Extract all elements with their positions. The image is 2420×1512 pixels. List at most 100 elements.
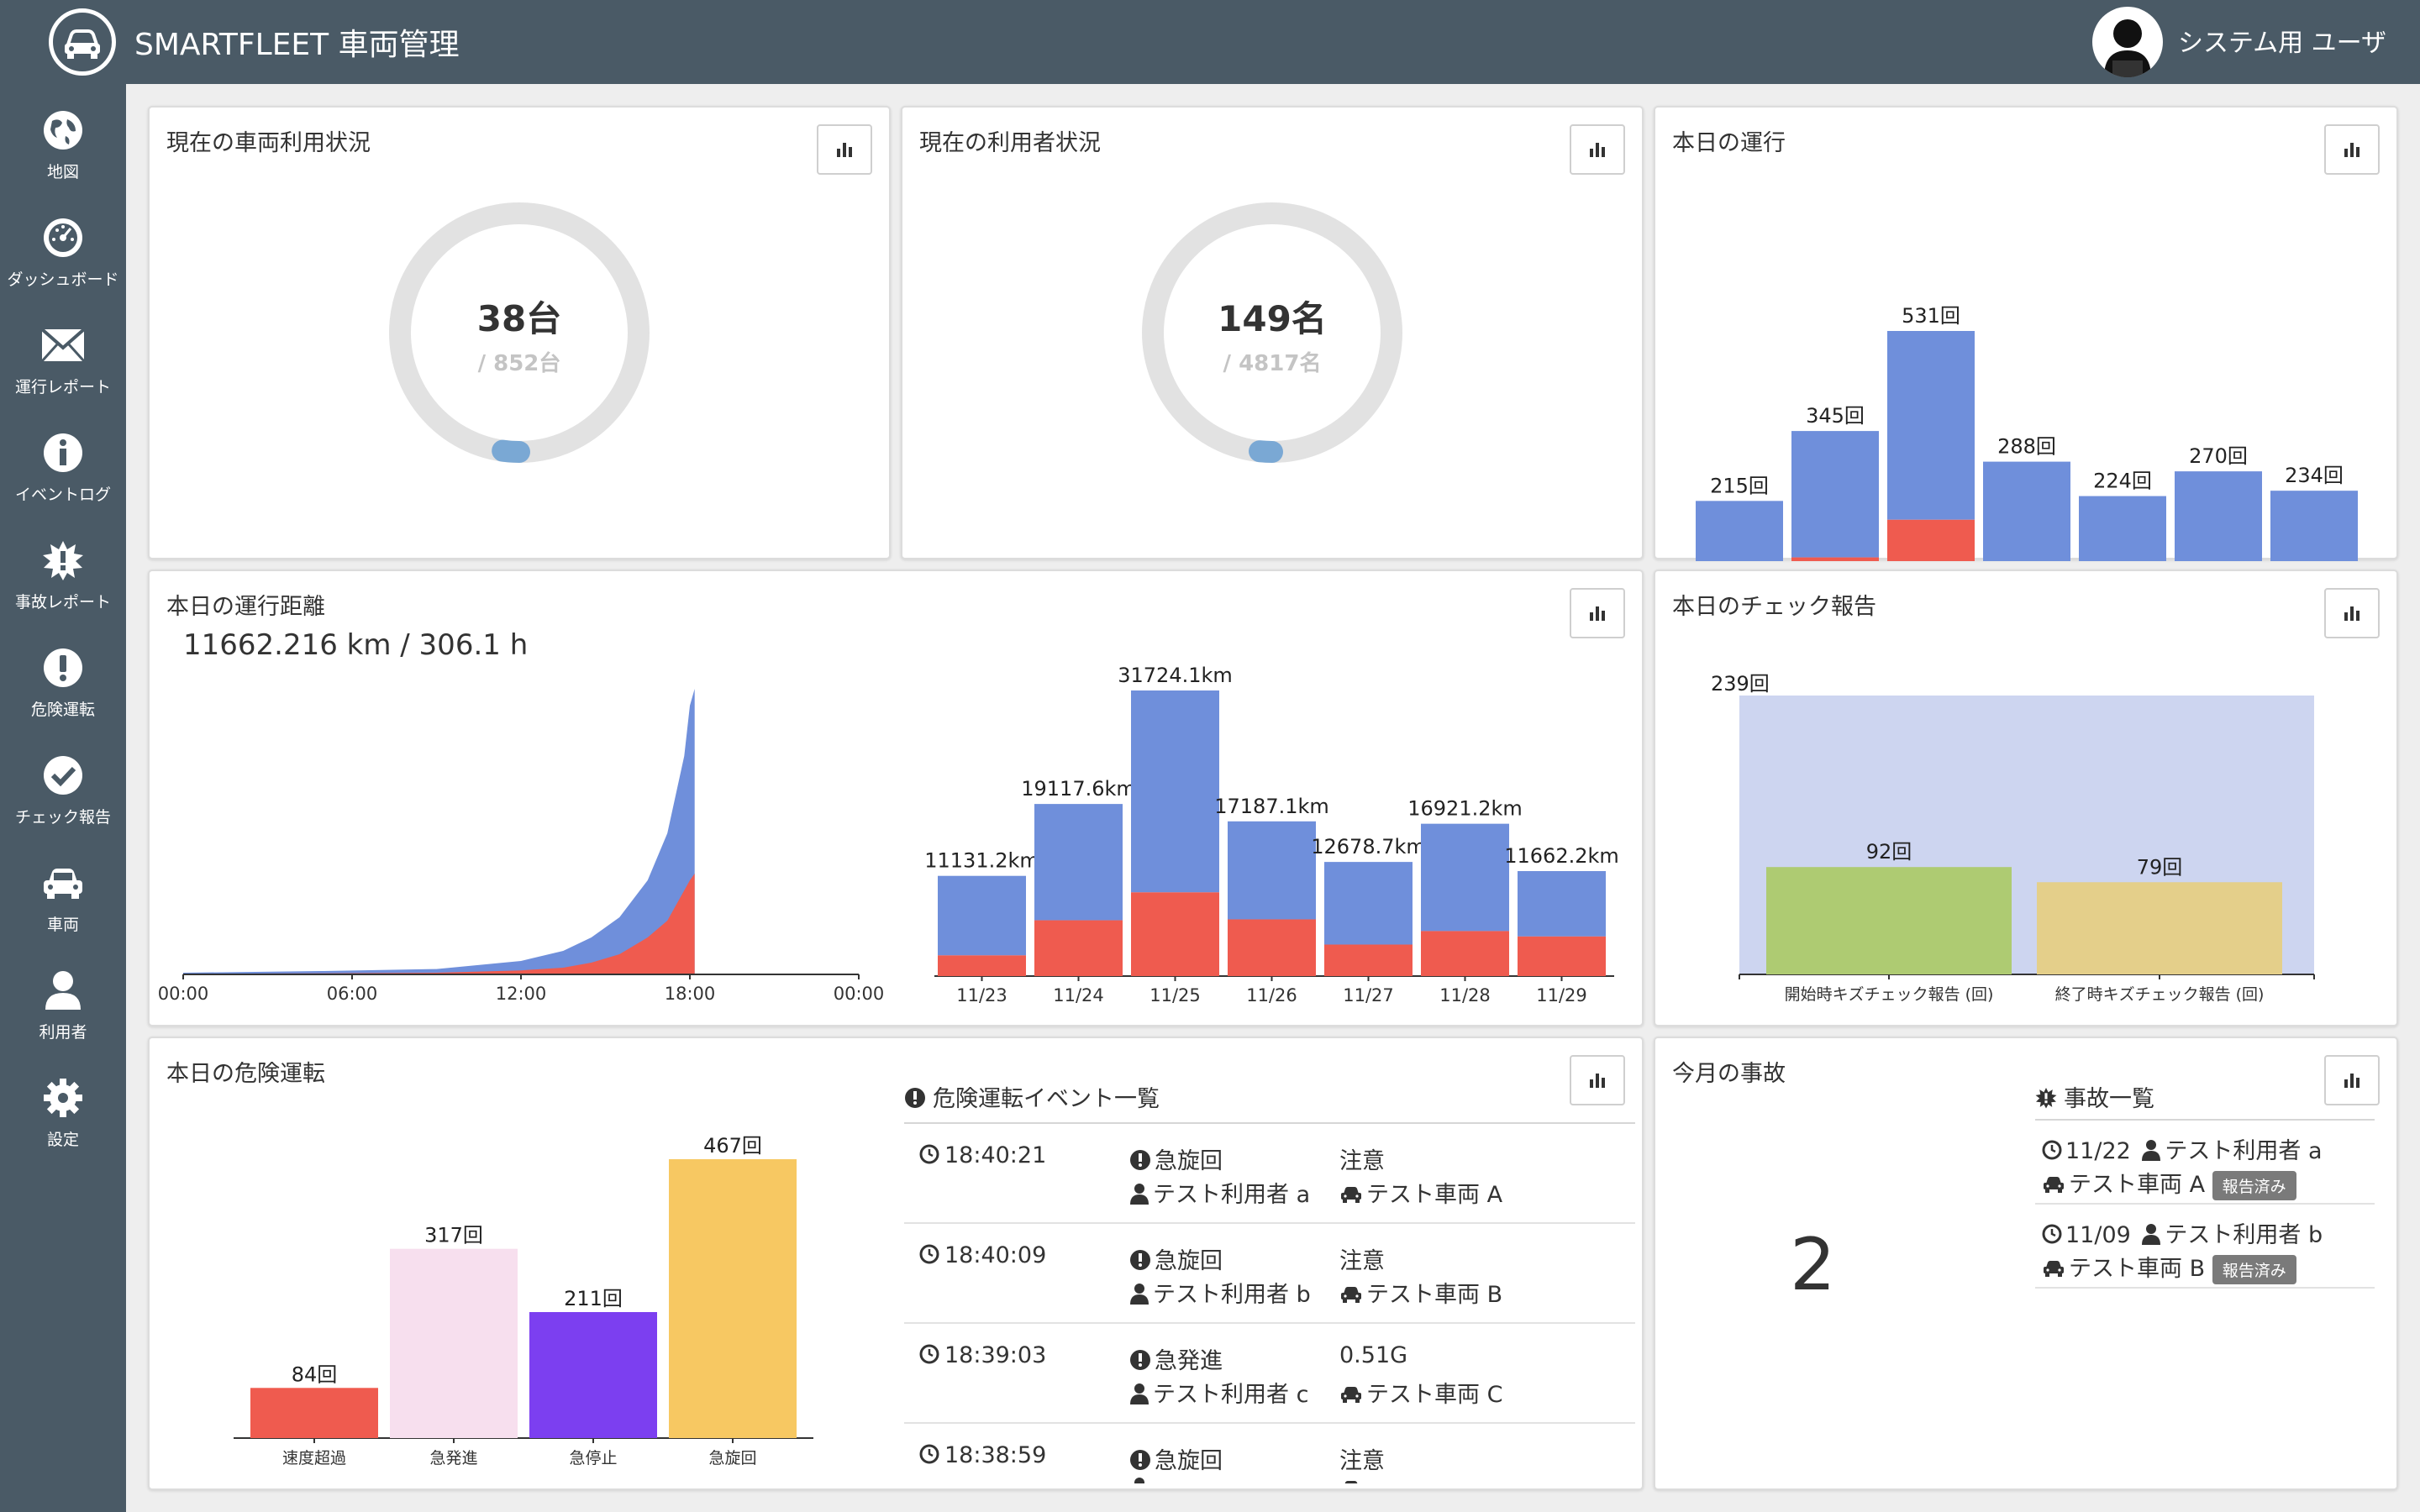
gear-icon [44, 1079, 82, 1117]
x-tick-label: 11/26 [1246, 985, 1297, 1005]
accident-list-title: 事故一覧 [2064, 1086, 2154, 1112]
chart-toggle-button[interactable] [817, 124, 872, 175]
card-title: 本日の運行距離 [166, 594, 325, 620]
x-tick-label: 急停止 [569, 1449, 617, 1467]
chart-toggle-button[interactable] [2324, 124, 2380, 175]
car-logo-icon[interactable] [49, 8, 116, 76]
event-user[interactable]: テスト利用者 a [1129, 1176, 1310, 1209]
user-icon [2142, 1140, 2161, 1161]
burst-icon [43, 541, 83, 580]
event-level: 0.51G [1339, 1342, 1408, 1368]
bar [669, 1159, 797, 1438]
event-vehicle[interactable]: テスト車両 C [1339, 1376, 1502, 1409]
sidebar-item-trip-report[interactable]: 運行レポート [0, 307, 126, 415]
bar-segment-red [1324, 944, 1413, 976]
accident-vehicle-row: テスト車両 A 報告済み [2042, 1166, 2296, 1200]
data-label: 211回 [564, 1287, 623, 1310]
event-user[interactable]: テスト利用者 c [1129, 1376, 1308, 1409]
chart-toggle-button[interactable] [1570, 1055, 1625, 1105]
sidebar-item-label: ダッシュボード [7, 270, 119, 289]
user-status-donut [1142, 202, 1402, 463]
bar-segment-blue [2079, 496, 2166, 561]
dangerous-driving-card: 本日の危険運転 84回 速度超過 317回 急発進 211回 急停止 467回 急旋回 危険運… [148, 1037, 1644, 1490]
bar-chart-icon [1590, 606, 1605, 621]
chart-toggle-button[interactable] [2324, 588, 2380, 638]
sidebar-item-map[interactable]: 地図 [0, 92, 126, 200]
car-icon [1341, 1387, 1361, 1403]
data-label: 19117.6km [1021, 777, 1136, 801]
data-label: 92回 [1866, 840, 1912, 864]
sidebar-item-settings[interactable]: 設定 [0, 1060, 126, 1168]
x-tick-label: 開始時キズチェック報告 (回) [1785, 985, 1994, 1004]
event-vehicle[interactable]: テスト車両 B [1339, 1276, 1502, 1309]
bar [250, 1388, 378, 1438]
event-list[interactable]: 18:40:21 急旋回 注意 テスト利用者 a テスト車両 A 18:40:0… [904, 1122, 1635, 1483]
car-icon [2044, 1261, 2064, 1277]
event-row[interactable]: 18:39:03 急発進 0.51G テスト利用者 c テスト車両 C [904, 1324, 1635, 1424]
chart-toggle-button[interactable] [2324, 1055, 2380, 1105]
event-time: 18:40:21 [919, 1142, 1046, 1168]
bar-chart-icon [1590, 143, 1605, 157]
speedometer-icon [44, 218, 82, 257]
data-label: 234回 [2285, 464, 2344, 487]
sidebar-item-dashboard[interactable]: ダッシュボード [0, 200, 126, 307]
distance-card: 本日の運行距離 11662.216 km / 306.1 h 00:00 06:0… [148, 570, 1644, 1026]
sidebar-item-label: 運行レポート [14, 378, 111, 396]
avatar[interactable] [2092, 7, 2163, 77]
sidebar-item-accident-report[interactable]: 事故レポート [0, 522, 126, 630]
data-label: 531回 [1902, 304, 1960, 328]
x-tick-label: 18:00 [665, 984, 716, 1004]
sidebar-item-event-log[interactable]: イベントログ [0, 415, 126, 522]
accident-vehicle: テスト車両 A [2069, 1172, 2206, 1198]
sidebar-item-users[interactable]: 利用者 [0, 953, 126, 1060]
sidebar-item-vehicles[interactable]: 車両 [0, 845, 126, 953]
chart-toggle-button[interactable] [1570, 124, 1625, 175]
today-runs-card: 本日の運行 215回11/23345回11/24531回11/25288回11/… [1654, 106, 2398, 561]
car-icon [1341, 1287, 1361, 1303]
envelope-icon [40, 328, 86, 363]
clock-icon [2042, 1224, 2062, 1244]
event-type: 急旋回 [1129, 1442, 1223, 1475]
x-tick-label: 終了時キズチェック報告 (回) [2055, 985, 2265, 1004]
x-tick-label: 06:00 [327, 984, 378, 1004]
card-title: 現在の利用者状況 [919, 130, 1101, 156]
card-title: 本日の運行 [1672, 130, 1786, 156]
distance-bar-chart: 11131.2km 11/23 19117.6km 11/24 31724.1km 11/… [924, 664, 1619, 1005]
event-row[interactable]: 18:40:09 急旋回 注意 テスト利用者 b テスト車両 B [904, 1224, 1635, 1324]
data-label: 17187.1km [1214, 795, 1329, 818]
event-user[interactable]: テスト利用者 b [1129, 1276, 1311, 1309]
event-vehicle[interactable] [1339, 1476, 1366, 1483]
x-tick-label: 急発進 [429, 1449, 477, 1467]
burst-icon [2035, 1088, 2057, 1109]
accident-item[interactable]: 11/22 テスト利用者 a テスト車両 A 報告済み [2035, 1121, 2375, 1205]
event-row[interactable]: 18:40:21 急旋回 注意 テスト利用者 a テスト車両 A [904, 1124, 1635, 1224]
runs-bar-chart: 215回11/23345回11/24531回11/25288回11/26224回… [1696, 304, 2358, 561]
status-badge: 報告済み [2212, 1171, 2296, 1200]
event-user[interactable] [1129, 1476, 1153, 1483]
max-label: 239回 [1711, 672, 1770, 696]
data-label: 79回 [2137, 855, 2183, 879]
accident-date-user: 11/09 テスト利用者 b [2042, 1216, 2323, 1249]
event-vehicle[interactable]: テスト車両 A [1339, 1176, 1502, 1209]
bar-segment-blue [1791, 431, 1879, 558]
bar-segment-blue [2175, 471, 2262, 561]
sidebar-item-check-report[interactable]: チェック報告 [0, 738, 126, 845]
car-icon [44, 869, 82, 899]
event-time: 18:40:09 [919, 1242, 1046, 1268]
sidebar-item-label: 地図 [46, 163, 79, 181]
event-row[interactable]: 18:38:59 急旋回 注意 [904, 1424, 1635, 1483]
sidebar-item-label: 車両 [46, 916, 79, 934]
distance-summary: 11662.216 km / 306.1 h [183, 628, 529, 662]
x-tick-label: 00:00 [834, 984, 885, 1004]
user-name[interactable]: システム用 ユーザ [2178, 29, 2387, 58]
x-tick-label: 00:00 [158, 984, 209, 1004]
sidebar-item-label: 危険運転 [30, 701, 95, 719]
sidebar-item-dangerous-driving[interactable]: 危険運転 [0, 630, 126, 738]
user-icon [1130, 1383, 1149, 1404]
bar-segment-red [938, 955, 1026, 976]
sidebar-item-label: チェック報告 [14, 808, 111, 827]
accident-item[interactable]: 11/09 テスト利用者 b テスト車両 B 報告済み [2035, 1205, 2375, 1289]
area-series-blue [183, 689, 695, 974]
chart-toggle-button[interactable] [1570, 588, 1625, 638]
